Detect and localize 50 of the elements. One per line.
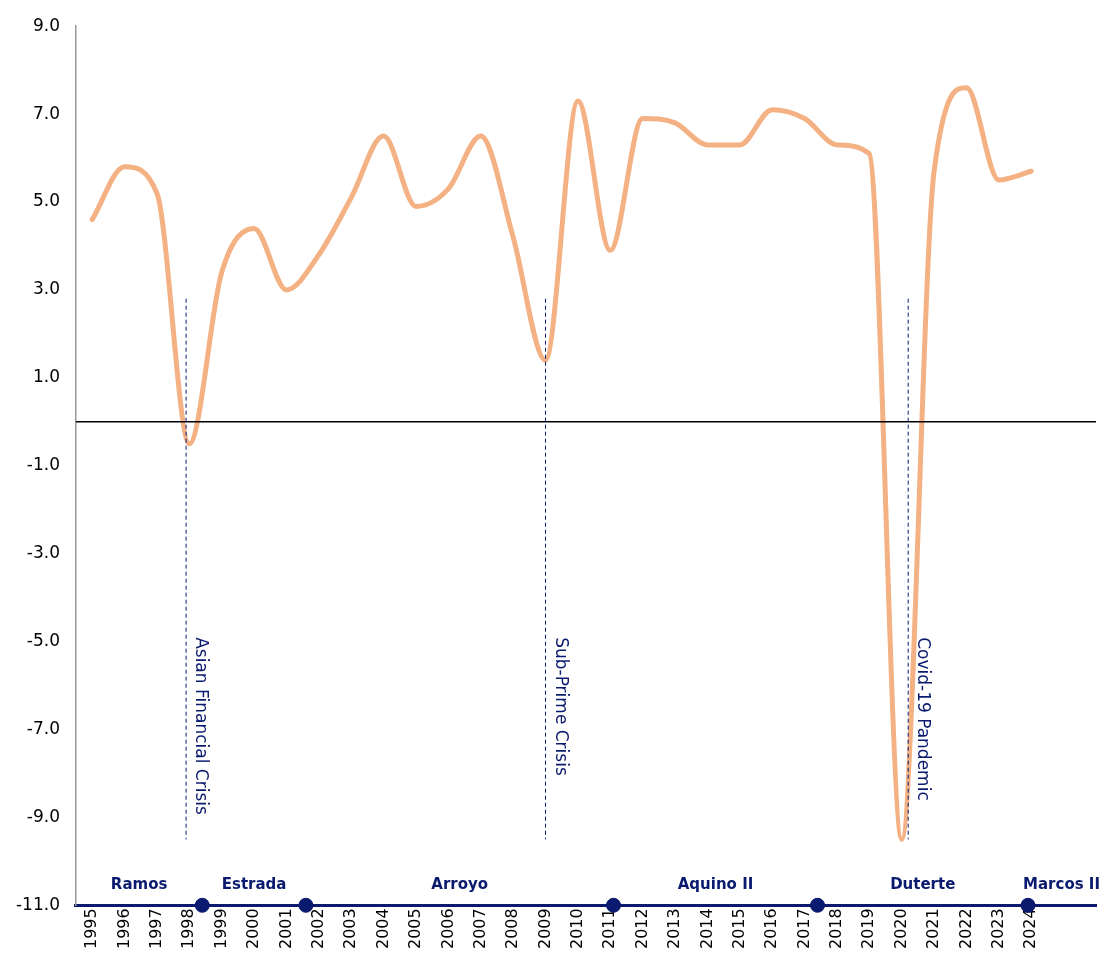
x-tick-label: 2013 bbox=[664, 908, 684, 949]
x-tick-label: 2020 bbox=[890, 908, 910, 949]
x-tick-label: 1999 bbox=[210, 908, 230, 949]
x-tick-label: 2011 bbox=[599, 908, 619, 949]
annotation: Estrada bbox=[221, 875, 287, 894]
x-tick-label: 2002 bbox=[308, 908, 327, 949]
y-tick-label: 3.0 bbox=[32, 278, 60, 299]
x-tick-label: 2009 bbox=[534, 908, 554, 949]
x-tick-label: 2000 bbox=[243, 908, 263, 949]
annotation: Arroyo bbox=[431, 875, 489, 894]
y-tick-label: -7.0 bbox=[26, 717, 60, 738]
annotation: Duterte bbox=[890, 875, 956, 894]
y-tick-label: -3.0 bbox=[26, 542, 60, 563]
x-tick-label: 2021 bbox=[923, 908, 943, 949]
x-tick-label: 2022 bbox=[955, 908, 975, 949]
x-tick-label: 2023 bbox=[988, 908, 1008, 949]
x-tick-label: 1995 bbox=[81, 908, 101, 949]
annotation: Marcos II bbox=[1023, 875, 1101, 894]
annotation: Ramos bbox=[110, 875, 168, 894]
x-tick-label: 2017 bbox=[793, 908, 813, 949]
x-tick-label: 2001 bbox=[275, 908, 295, 949]
x-tick-label: 2003 bbox=[340, 908, 360, 949]
y-tick-label: 5.0 bbox=[32, 190, 60, 211]
x-tick-label: 1998 bbox=[178, 908, 198, 949]
x-tick-label: 2006 bbox=[437, 908, 457, 949]
x-tick-label: 2019 bbox=[858, 908, 878, 949]
x-tick-label: 2010 bbox=[567, 908, 587, 949]
annotation: Aquino II bbox=[677, 875, 754, 894]
y-tick-label: 7.0 bbox=[32, 102, 60, 123]
x-tick-label: 2005 bbox=[405, 908, 425, 949]
y-tick-label: 1.0 bbox=[32, 366, 60, 387]
x-tick-label: 1997 bbox=[146, 908, 166, 949]
x-tick-label: 2015 bbox=[728, 908, 748, 949]
y-tick-label: 9.0 bbox=[32, 14, 60, 35]
y-tick-label: -5.0 bbox=[26, 629, 60, 650]
x-tick-label: 1996 bbox=[113, 908, 133, 949]
x-tick-label: 2008 bbox=[502, 908, 522, 949]
y-tick-label: -9.0 bbox=[26, 805, 60, 826]
x-tick-label: 2007 bbox=[469, 908, 489, 949]
x-tick-label: 2018 bbox=[826, 908, 846, 949]
x-tick-label: 2004 bbox=[372, 908, 392, 949]
y-tick-label: -1.0 bbox=[26, 454, 60, 475]
x-tick-label: 2024 bbox=[1020, 908, 1040, 949]
x-tick-label: 2016 bbox=[761, 908, 781, 949]
ref-line-label: Asian Financial Crisis bbox=[192, 637, 213, 815]
x-tick-label: 2012 bbox=[631, 908, 651, 949]
y-tick-label: -11.0 bbox=[15, 893, 60, 914]
ref-line-label: Covid-19 Pandemic bbox=[914, 637, 935, 801]
x-tick-label: 2014 bbox=[696, 908, 716, 949]
ref-line-label: Sub-Prime Crisis bbox=[551, 637, 572, 776]
